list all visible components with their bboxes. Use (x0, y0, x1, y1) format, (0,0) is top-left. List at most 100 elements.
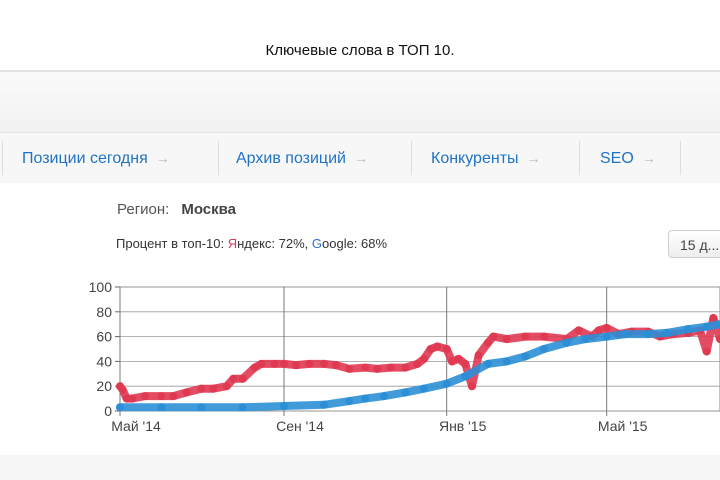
nav-bar: Позиции сегодня → Архив позиций → Конкурен… (0, 132, 720, 184)
region-value: Москва (181, 201, 237, 218)
yandex-data-point (238, 374, 247, 383)
yandex-data-point (229, 374, 238, 383)
x-tick-label: Май '14 (111, 418, 161, 434)
yandex-data-point (420, 354, 428, 363)
nav-item-positions-today[interactable]: Позиции сегодня → (22, 133, 170, 183)
yandex-data-point (401, 363, 410, 372)
google-data-point (602, 332, 611, 341)
x-tick-label: Май '15 (598, 418, 648, 434)
nav-separator (680, 141, 681, 175)
google-data-point (716, 320, 720, 329)
arrow-right-icon: → (353, 150, 368, 166)
yandex-data-point (386, 363, 395, 372)
google-data-point (461, 372, 470, 381)
google-data-point (420, 384, 428, 393)
yandex-data-point (594, 326, 603, 335)
yandex-data-point (448, 357, 456, 366)
google-data-point (662, 328, 671, 337)
yandex-data-point (474, 351, 483, 360)
yandex-data-point (270, 359, 279, 368)
region-label: Регион: (117, 201, 170, 218)
google-data-point (280, 402, 288, 411)
yandex-data-point (461, 359, 470, 368)
google-initial: G (311, 236, 322, 251)
yandex-data-point (426, 345, 435, 353)
google-data-point (702, 322, 711, 331)
yandex-data-point (574, 326, 583, 335)
nav-item-seo[interactable]: SEO → (600, 133, 656, 183)
yandex-data-point (222, 382, 231, 391)
nav-item-positions-archive[interactable]: Архив позиций → (236, 133, 368, 183)
google-data-point (157, 403, 166, 412)
bottom-strip (0, 455, 720, 480)
yandex-data-point (540, 332, 548, 341)
y-tick-label: 80 (96, 304, 112, 320)
y-tick-label: 0 (104, 403, 112, 419)
yandex-data-point (292, 361, 300, 370)
yandex-data-point (305, 359, 314, 368)
yandex-data-point (128, 394, 136, 403)
top10-percent: Процент в топ-10: Яндекс: 72%, Google: 6… (116, 236, 387, 251)
google-data-point (521, 352, 530, 361)
nav-item-label: Позиции сегодня (22, 150, 148, 167)
nav-item-competitors[interactable]: Конкуренты → (431, 133, 541, 183)
google-data-point (401, 388, 410, 397)
google-percent: oogle: 68% (322, 236, 388, 251)
period-select-button[interactable]: 15 д... (668, 230, 720, 258)
google-data-point (197, 403, 206, 412)
nav-item-label: Конкуренты (431, 150, 519, 167)
yandex-data-point (141, 392, 150, 401)
x-tick-label: Янв '15 (439, 418, 487, 434)
yandex-data-point (413, 359, 422, 368)
google-data-point (380, 392, 388, 401)
yandex-data-point (209, 384, 218, 393)
google-data-point (320, 400, 328, 409)
yandex-data-point (521, 332, 530, 341)
google-data-point (684, 325, 692, 334)
google-data-point (562, 338, 571, 347)
yandex-initial: Я (227, 236, 238, 251)
y-tick-label: 40 (96, 353, 112, 369)
yandex-data-point (332, 361, 340, 370)
yandex-data-point (197, 384, 206, 393)
google-data-point (238, 403, 247, 412)
yandex-data-point (118, 385, 127, 394)
yandex-data-point (502, 335, 511, 344)
yandex-data-point (250, 363, 259, 372)
nav-separator (218, 141, 219, 175)
arrow-right-icon: → (641, 150, 656, 166)
yandex-data-point (489, 332, 498, 341)
google-data-point (644, 330, 652, 339)
google-data-point (581, 335, 590, 344)
google-data-point (442, 379, 451, 388)
header-band (0, 70, 720, 134)
yandex-data-point (468, 382, 476, 391)
image-caption: Ключевые слова в ТОП 10. (265, 42, 455, 59)
google-data-point (361, 394, 370, 403)
google-data-point (621, 330, 630, 339)
yandex-data-point (454, 354, 463, 363)
yandex-data-point (709, 314, 718, 322)
arrow-right-icon: → (155, 150, 170, 166)
nav-separator (2, 141, 3, 175)
yandex-data-point (320, 359, 328, 368)
y-tick-label: 20 (96, 378, 112, 394)
percent-prefix: Процент в топ-10: (116, 236, 228, 251)
nav-item-label: Архив позиций (236, 150, 346, 167)
y-tick-label: 100 (89, 279, 113, 295)
x-tick-label: Сен '14 (276, 418, 324, 434)
yandex-data-point (361, 363, 370, 372)
yandex-data-point (280, 359, 288, 368)
nav-separator (579, 141, 580, 175)
positions-chart: 0 20 40 60 80 100 Май '14 Сен '14 Янв '15 Май '15 (89, 279, 720, 434)
yandex-data-point (182, 388, 191, 397)
yandex-data-point (433, 342, 442, 351)
yandex-data-point (257, 359, 266, 368)
yandex-data-point (169, 392, 178, 401)
yandex-data-point (373, 364, 382, 373)
yandex-data-point (157, 392, 166, 401)
google-data-point (502, 357, 511, 366)
google-data-point (540, 345, 548, 353)
yandex-data-point (442, 345, 451, 353)
region-row: Регион: Москва (117, 201, 236, 218)
